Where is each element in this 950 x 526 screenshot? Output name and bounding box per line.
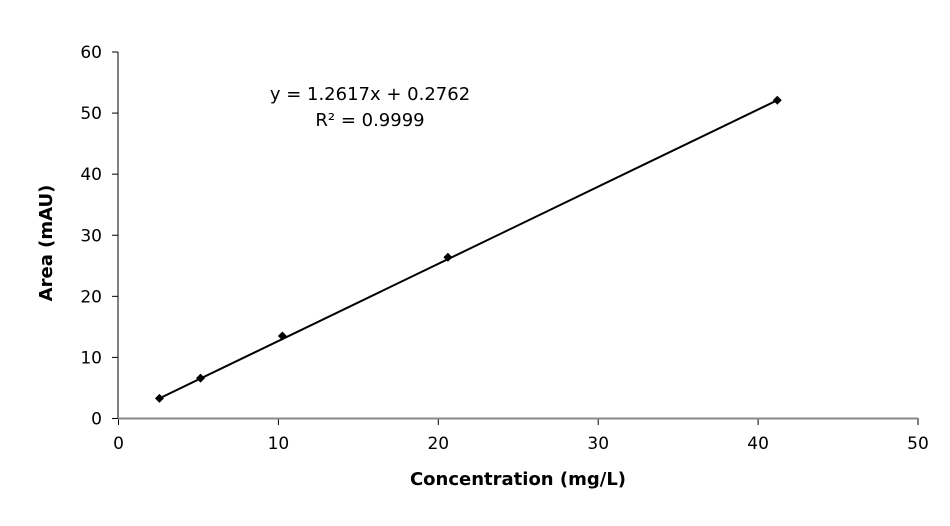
x-axis-label: Concentration (mg/L) [410,469,626,490]
x-tick-label: 40 [747,434,769,454]
y-axis-ticks: 0 10 20 30 40 50 60 [80,43,118,430]
data-points [154,95,782,403]
r-squared-label: R² = 0.9999 [315,110,424,131]
x-tick-label: 10 [268,434,290,454]
x-tick-label: 20 [427,434,449,454]
y-tick-label: 30 [80,226,102,246]
trendline [158,99,778,400]
x-axis-ticks: 0 10 20 30 40 50 [113,418,929,454]
data-point [196,373,206,383]
x-tick-label: 30 [587,434,609,454]
data-point [277,331,287,341]
trendline-equation: y = 1.2617x + 0.2762 [270,84,470,105]
data-point [154,393,164,403]
data-point [772,95,782,105]
y-axis-label: Area (mAU) [36,185,57,302]
y-tick-label: 20 [80,287,102,307]
y-tick-label: 50 [80,104,102,124]
x-tick-label: 50 [907,434,929,454]
y-tick-label: 60 [80,43,102,63]
x-tick-label: 0 [113,434,124,454]
data-point [443,252,453,262]
y-tick-label: 40 [80,165,102,185]
y-tick-label: 0 [91,410,102,430]
y-tick-label: 10 [80,348,102,368]
